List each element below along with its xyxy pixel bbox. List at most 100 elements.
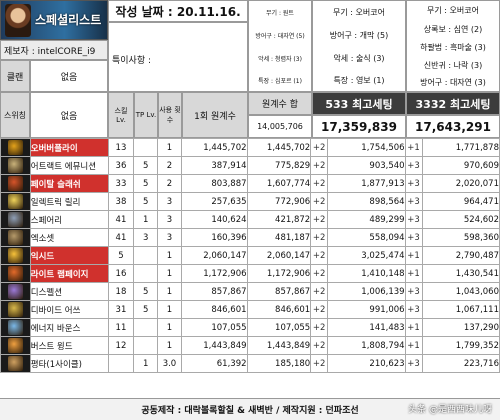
skill-table: 오버버플라이 13 1 1,445,702 1,445,702 +2 1,754,506 +1…	[0, 138, 500, 373]
wing-icon	[7, 338, 23, 353]
level-delta-533: +2	[310, 354, 329, 373]
set-3332-value: 1,430,541	[421, 264, 500, 283]
header-uses: 사용 횟수	[158, 92, 182, 138]
equip-item: 하팔법 : 흑마술 (3)	[420, 42, 486, 52]
coef-sum: 481,187	[246, 228, 312, 247]
level-delta-3332: +3	[404, 300, 423, 319]
date-label: 작성 날짜 : 20.11.16.	[108, 0, 248, 22]
equip-item: 특장 : 심포르 (1)	[258, 78, 302, 85]
fist-icon	[7, 356, 23, 371]
use-count: 1	[157, 282, 182, 301]
table-row: 에너지 바운스 11 1 107,055 107,055 +2 141,483 +1 137,2…	[0, 318, 500, 337]
bolt-icon	[7, 302, 23, 317]
skill-icon-cell	[0, 264, 31, 283]
equip-item: 특장 : 영보 (1)	[333, 76, 385, 85]
equip-item: 방어구 : 대자연 (5)	[255, 33, 305, 40]
coef-sum: 857,867	[246, 282, 312, 301]
coef-sum: 1,607,774	[246, 174, 312, 193]
character-banner: 스페셜리스트	[0, 0, 108, 40]
skill-icon-cell	[0, 336, 31, 355]
set-533-value: 489,299	[327, 210, 406, 229]
skill-level: 5	[107, 246, 135, 265]
burst-icon	[7, 248, 23, 263]
skill-icon-cell	[0, 210, 31, 229]
remarks-label: 특이사항 :	[112, 56, 152, 66]
coef-sum: 775,829	[246, 156, 312, 175]
header-coef: 1회 원계수	[182, 92, 248, 138]
tp-level: 5	[133, 282, 159, 301]
orb-icon	[7, 320, 23, 335]
level-delta-3332: +3	[404, 210, 423, 229]
set-3332-value: 524,602	[421, 210, 500, 229]
set-533-value: 1,754,506	[327, 138, 406, 157]
coef-sum: 772,906	[246, 192, 312, 211]
skill-level: 36	[107, 156, 135, 175]
set-533-value: 210,623	[327, 354, 406, 373]
equip-item: 무기 : 원트	[266, 10, 294, 17]
coef-sum: 421,872	[246, 210, 312, 229]
level-delta-533: +2	[310, 156, 329, 175]
set-533-value: 903,540	[327, 156, 406, 175]
set-533-value: 1,410,148	[327, 264, 406, 283]
single-coef: 2,060,147	[180, 246, 248, 265]
equip-item: 악세 : 청렴자 (3)	[258, 56, 302, 63]
table-row: 디스펠션 18 5 1 857,867 857,867 +2 1,006,139 +3 1,043…	[0, 282, 500, 301]
level-delta-3332: +3	[404, 156, 423, 175]
skill-name: 스페어리	[29, 210, 109, 229]
tp-level	[133, 318, 159, 337]
coef-sum: 1,445,702	[246, 138, 312, 157]
table-row: 익시드 5 1 2,060,147 2,060,147 +2 3,025,474 +1 2,79…	[0, 246, 500, 265]
table-row: 엑소셋 41 3 3 160,396 481,187 +2 558,094 +3 598,360	[0, 228, 500, 247]
base-label: 원계수 합	[248, 92, 312, 115]
equip-item: 상록보 : 심연 (2)	[423, 24, 483, 34]
skill-level: 33	[107, 174, 135, 193]
coef-sum: 2,060,147	[246, 246, 312, 265]
single-coef: 1,172,906	[180, 264, 248, 283]
skill-name: 버스트 윙드	[29, 336, 109, 355]
level-delta-3332: +3	[404, 192, 423, 211]
use-count: 3	[157, 228, 182, 247]
base-total: 14,005,706	[248, 115, 312, 138]
use-count: 1	[157, 300, 182, 319]
skill-name: 오버버플라이	[29, 138, 109, 157]
equip-set-2: 무기 : 오버코어 방어구 : 개막 (5) 악세 : 술식 (3) 특장 : …	[312, 0, 406, 92]
skill-name: 라이트 램페이지	[29, 264, 109, 283]
set-3332-value: 598,360	[421, 228, 500, 247]
single-coef: 803,887	[180, 174, 248, 193]
set-3332-value: 964,471	[421, 192, 500, 211]
use-count: 3	[157, 210, 182, 229]
tp-level: 1	[133, 210, 159, 229]
set-533-value: 558,094	[327, 228, 406, 247]
set-533-value: 141,483	[327, 318, 406, 337]
level-delta-3332: +3	[404, 228, 423, 247]
blade-icon	[7, 194, 23, 209]
skill-name: 페이탈 슬래쉬	[29, 174, 109, 193]
level-delta-3332: +1	[404, 264, 423, 283]
set-3332-value: 2,020,071	[421, 174, 500, 193]
equip-item: 무기 : 오버코어	[333, 8, 385, 17]
flame-gear-icon	[7, 140, 23, 155]
level-delta-3332: +1	[404, 138, 423, 157]
tp-level	[133, 138, 159, 157]
skill-icon-cell	[0, 282, 31, 301]
level-delta-533: +2	[310, 246, 329, 265]
set-3332-value: 1,043,060	[421, 282, 500, 301]
use-count: 1	[157, 318, 182, 337]
watermark: 头条 @是西西味儿呀	[408, 405, 492, 415]
tp-level: 5	[133, 156, 159, 175]
equip-set-1: 무기 : 원트 방어구 : 대자연 (5) 악세 : 청렴자 (3) 특장 : …	[248, 0, 312, 92]
drill-icon	[7, 158, 23, 173]
tp-level	[133, 246, 159, 265]
table-row: 오버버플라이 13 1 1,445,702 1,445,702 +2 1,754,506 +1…	[0, 138, 500, 157]
single-coef: 61,392	[180, 354, 248, 373]
coef-sum: 846,601	[246, 300, 312, 319]
set-3332-value: 1,067,111	[421, 300, 500, 319]
set-3332-value: 2,790,487	[421, 246, 500, 265]
skill-level: 31	[107, 300, 135, 319]
tp-level: 3	[133, 228, 159, 247]
single-coef: 857,867	[180, 282, 248, 301]
clan-label: 클랜	[0, 60, 30, 92]
skill-level	[107, 354, 135, 373]
skill-level: 41	[107, 228, 135, 247]
level-delta-3332: +3	[404, 282, 423, 301]
